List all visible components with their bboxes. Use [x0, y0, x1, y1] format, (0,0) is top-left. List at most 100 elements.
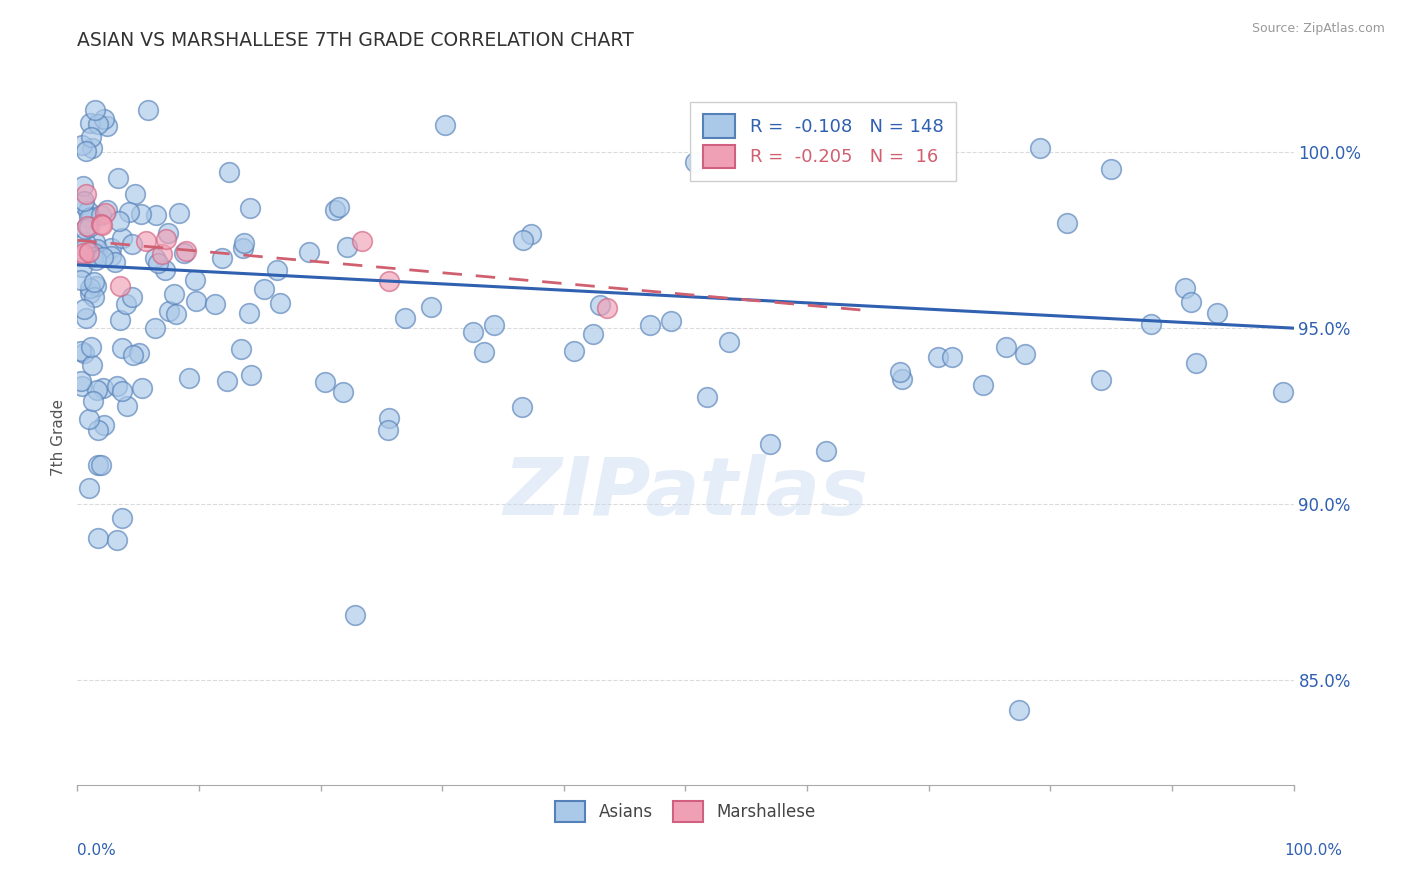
Point — [91, 250, 114, 264]
Point — [83, 290, 105, 304]
Point — [461, 325, 484, 339]
Point — [173, 246, 195, 260]
Point — [890, 371, 912, 385]
Point — [378, 411, 401, 425]
Point — [343, 608, 366, 623]
Point — [562, 344, 585, 359]
Point — [111, 511, 134, 525]
Point — [269, 295, 291, 310]
Point — [83, 246, 105, 260]
Point — [77, 204, 100, 219]
Point — [77, 412, 100, 426]
Point — [84, 235, 107, 249]
Point — [183, 273, 205, 287]
Point — [184, 293, 207, 308]
Point — [90, 208, 112, 222]
Point — [1271, 385, 1294, 400]
Point — [104, 255, 127, 269]
Point — [100, 249, 122, 263]
Point — [110, 231, 132, 245]
Point — [73, 235, 96, 250]
Point — [815, 443, 838, 458]
Point — [82, 250, 104, 264]
Point — [72, 178, 94, 193]
Point — [759, 437, 782, 451]
Point — [90, 458, 112, 472]
Point — [253, 282, 276, 296]
Point — [589, 297, 612, 311]
Point — [717, 334, 740, 349]
Point — [239, 201, 262, 215]
Point — [94, 206, 117, 220]
Point — [86, 117, 108, 131]
Point — [145, 208, 167, 222]
Point — [229, 342, 252, 356]
Point — [297, 245, 319, 260]
Point — [157, 226, 180, 240]
Y-axis label: 7th Grade: 7th Grade — [51, 399, 66, 475]
Point — [696, 390, 718, 404]
Point — [77, 244, 100, 259]
Text: ZIPatlas: ZIPatlas — [503, 454, 868, 532]
Point — [150, 247, 173, 261]
Point — [115, 399, 138, 413]
Point — [927, 351, 949, 365]
Legend: Asians, Marshallese: Asians, Marshallese — [548, 794, 823, 829]
Point — [239, 368, 262, 382]
Point — [582, 326, 605, 341]
Point — [889, 365, 911, 379]
Point — [638, 318, 661, 332]
Point — [472, 344, 495, 359]
Point — [238, 306, 260, 320]
Point — [155, 231, 177, 245]
Point — [108, 312, 131, 326]
Point — [100, 241, 122, 255]
Point — [73, 345, 96, 359]
Point — [70, 137, 93, 152]
Point — [972, 377, 994, 392]
Point — [122, 348, 145, 362]
Point — [70, 374, 93, 388]
Point — [217, 374, 239, 388]
Point — [115, 296, 138, 310]
Point — [108, 214, 131, 228]
Point — [72, 196, 94, 211]
Point — [93, 112, 115, 127]
Point — [70, 260, 93, 274]
Point — [157, 303, 180, 318]
Point — [80, 141, 103, 155]
Point — [131, 381, 153, 395]
Point — [86, 279, 108, 293]
Point — [146, 256, 169, 270]
Point — [87, 531, 110, 545]
Point — [79, 481, 101, 495]
Point — [377, 423, 399, 437]
Point — [941, 350, 963, 364]
Point — [70, 343, 93, 358]
Point — [1206, 306, 1229, 320]
Point — [75, 186, 97, 201]
Point — [93, 418, 115, 433]
Point — [111, 384, 134, 399]
Point — [73, 194, 96, 209]
Point — [75, 144, 97, 158]
Point — [1014, 347, 1036, 361]
Point — [232, 236, 254, 251]
Point — [86, 383, 108, 397]
Point — [352, 234, 374, 248]
Point — [79, 116, 101, 130]
Point — [596, 301, 619, 315]
Point — [86, 242, 108, 256]
Point — [143, 321, 166, 335]
Point — [77, 219, 100, 234]
Point — [79, 281, 101, 295]
Point — [994, 340, 1017, 354]
Point — [121, 290, 143, 304]
Point — [83, 103, 105, 118]
Point — [519, 227, 541, 241]
Point — [91, 219, 114, 233]
Point — [73, 222, 96, 236]
Point — [1185, 356, 1208, 370]
Point — [118, 204, 141, 219]
Point — [105, 533, 128, 547]
